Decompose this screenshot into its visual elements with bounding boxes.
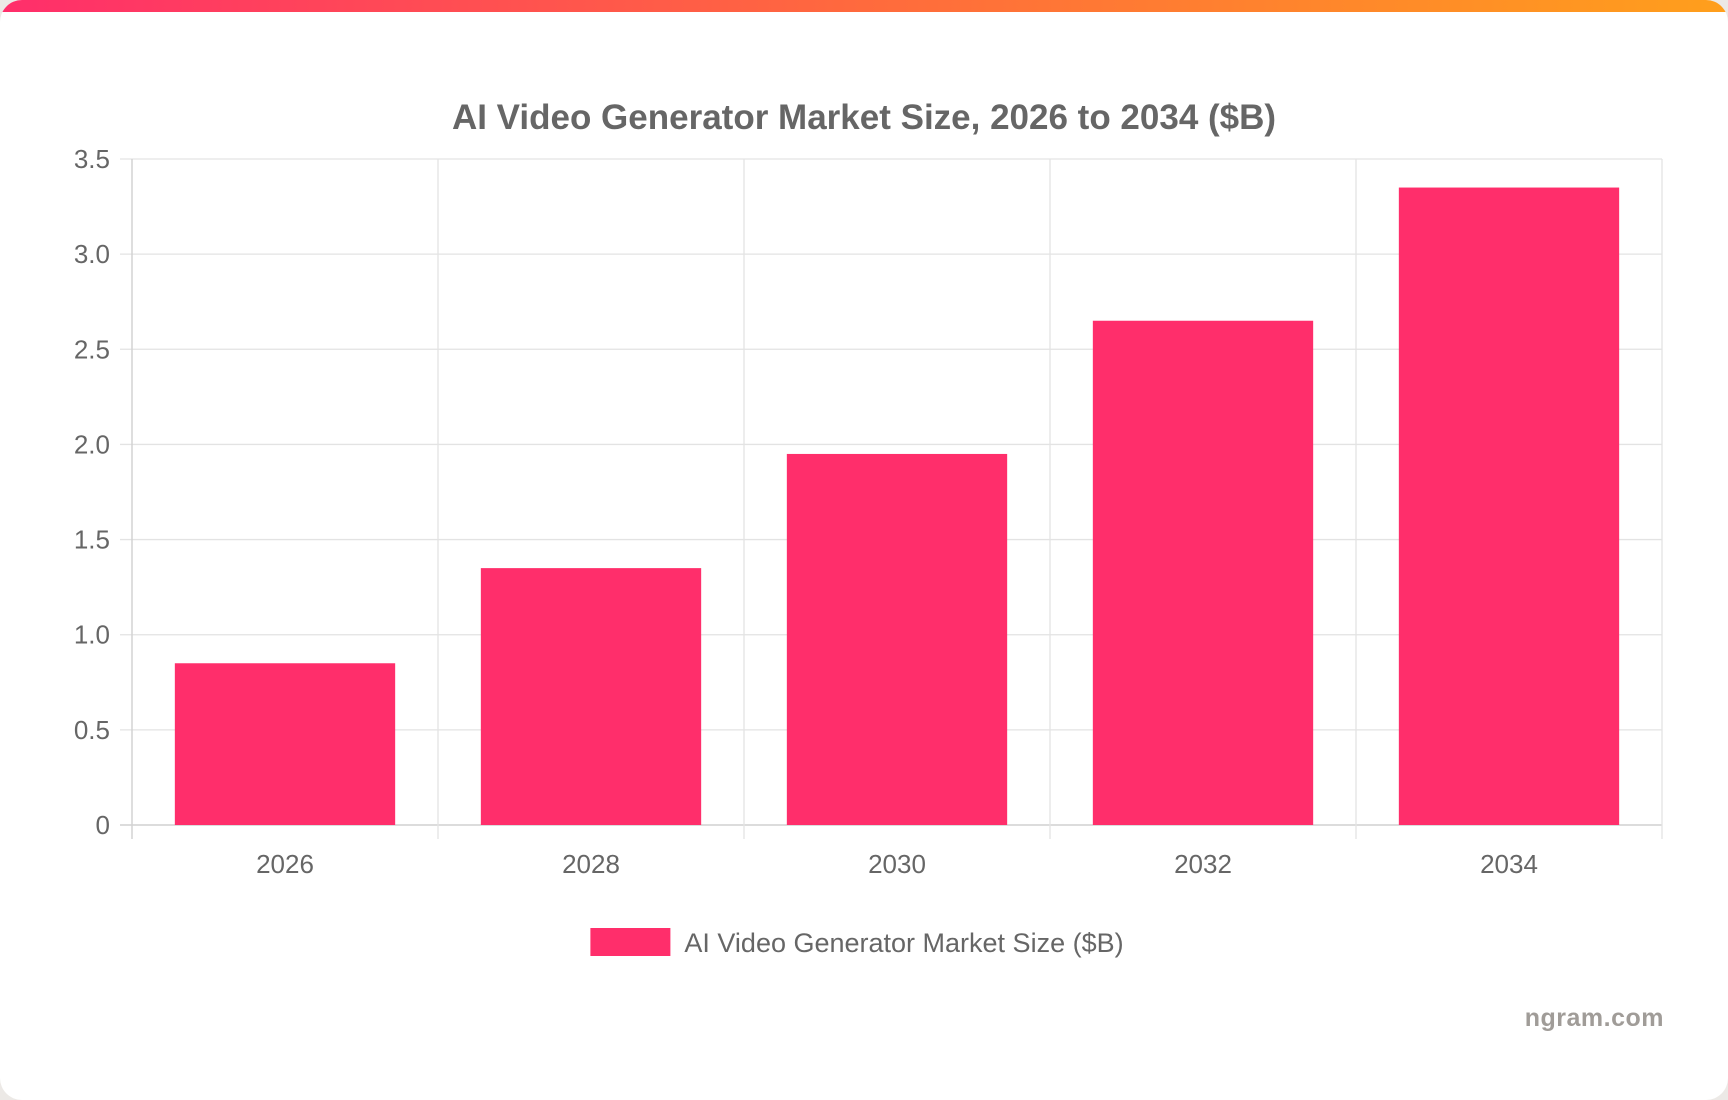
y-tick-label: 1.0 [74,620,110,650]
bar-2034[interactable] [1398,187,1620,826]
y-tick-label: 3.0 [74,239,110,269]
legend-label[interactable]: AI Video Generator Market Size ($B) [684,928,1123,958]
y-tick-label: 1.5 [74,525,110,555]
x-tick-label: 2032 [1174,849,1232,879]
bar-2028[interactable] [480,568,702,825]
legend-swatch[interactable] [590,928,671,956]
watermark: ngram.com [1524,1004,1664,1032]
bar-2032[interactable] [1092,320,1314,825]
y-tick-label: 2.0 [74,429,110,459]
accent-bar [0,0,1728,12]
x-tick-label: 2034 [1480,849,1538,879]
axes: 0 0.5 1.0 1.5 2.0 2.5 3.0 3.5 2026 2028 2030 2032 20… [74,144,1538,879]
bar-2030[interactable] [786,453,1008,825]
y-tick-label: 0.5 [74,715,110,745]
y-tick-label: 2.5 [74,334,110,364]
bars [174,187,1620,826]
y-tick-label: 3.5 [74,144,110,174]
bar-2026[interactable] [174,663,396,825]
x-tick-label: 2026 [256,849,314,879]
x-tick-label: 2028 [562,849,620,879]
chart-title: AI Video Generator Market Size, 2026 to … [452,98,1276,137]
legend[interactable]: AI Video Generator Market Size ($B) [590,928,1124,958]
y-tick-label: 0 [96,810,110,840]
x-tick-label: 2030 [868,849,926,879]
